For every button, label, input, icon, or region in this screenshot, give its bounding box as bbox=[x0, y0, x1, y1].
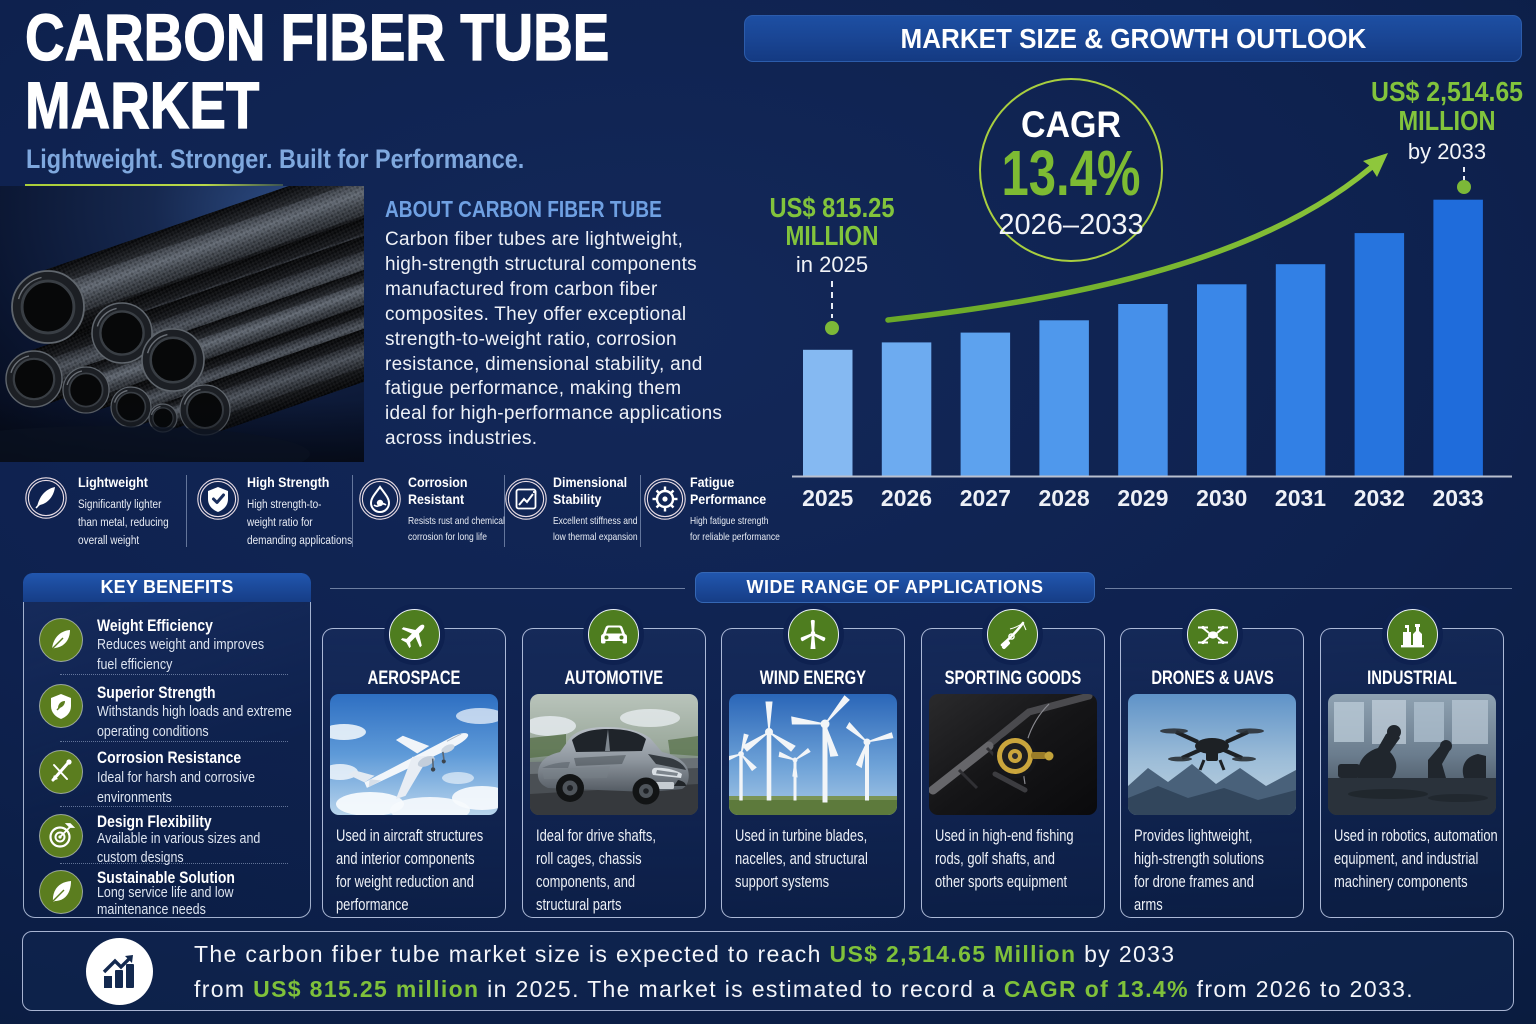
svg-text:2032: 2032 bbox=[1354, 485, 1405, 511]
svg-text:MILLION: MILLION bbox=[1399, 105, 1496, 136]
svg-text:2026: 2026 bbox=[881, 485, 932, 511]
svg-text:2026–2033: 2026–2033 bbox=[998, 209, 1143, 241]
svg-text:13.4%: 13.4% bbox=[1002, 137, 1141, 209]
svg-text:US$ 2,514.65: US$ 2,514.65 bbox=[1371, 76, 1523, 107]
svg-text:2031: 2031 bbox=[1275, 485, 1326, 511]
svg-text:in 2025: in 2025 bbox=[796, 252, 868, 277]
svg-text:by 2033: by 2033 bbox=[1408, 139, 1486, 164]
svg-text:MILLION: MILLION bbox=[786, 220, 879, 251]
svg-text:CAGR: CAGR bbox=[1021, 104, 1121, 145]
svg-text:2025: 2025 bbox=[802, 485, 853, 511]
svg-text:2033: 2033 bbox=[1433, 485, 1484, 511]
svg-text:2029: 2029 bbox=[1117, 485, 1168, 511]
svg-text:2030: 2030 bbox=[1196, 485, 1247, 511]
svg-text:US$ 815.25: US$ 815.25 bbox=[770, 192, 895, 223]
svg-text:2027: 2027 bbox=[960, 485, 1011, 511]
svg-text:2028: 2028 bbox=[1039, 485, 1090, 511]
